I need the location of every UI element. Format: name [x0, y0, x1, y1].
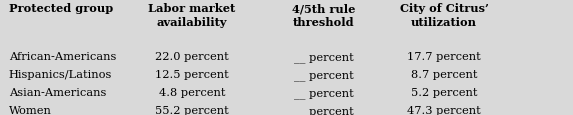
Text: 5.2 percent: 5.2 percent — [411, 87, 477, 97]
Text: 4/5th rule
threshold: 4/5th rule threshold — [292, 3, 355, 27]
Text: 12.5 percent: 12.5 percent — [155, 70, 229, 79]
Text: 4.8 percent: 4.8 percent — [159, 87, 225, 97]
Text: 8.7 percent: 8.7 percent — [411, 70, 477, 79]
Text: City of Citrus’
utilization: City of Citrus’ utilization — [399, 3, 489, 27]
Text: Labor market
availability: Labor market availability — [148, 3, 236, 27]
Text: Protected group: Protected group — [9, 3, 113, 14]
Text: __ percent: __ percent — [294, 70, 354, 80]
Text: 22.0 percent: 22.0 percent — [155, 52, 229, 62]
Text: 17.7 percent: 17.7 percent — [407, 52, 481, 62]
Text: African-Americans: African-Americans — [9, 52, 116, 62]
Text: Women: Women — [9, 105, 52, 115]
Text: Hispanics/Latinos: Hispanics/Latinos — [9, 70, 112, 79]
Text: 47.3 percent: 47.3 percent — [407, 105, 481, 115]
Text: 55.2 percent: 55.2 percent — [155, 105, 229, 115]
Text: __ percent: __ percent — [294, 52, 354, 62]
Text: __ percent: __ percent — [294, 105, 354, 115]
Text: __ percent: __ percent — [294, 87, 354, 98]
Text: Asian-Americans: Asian-Americans — [9, 87, 106, 97]
